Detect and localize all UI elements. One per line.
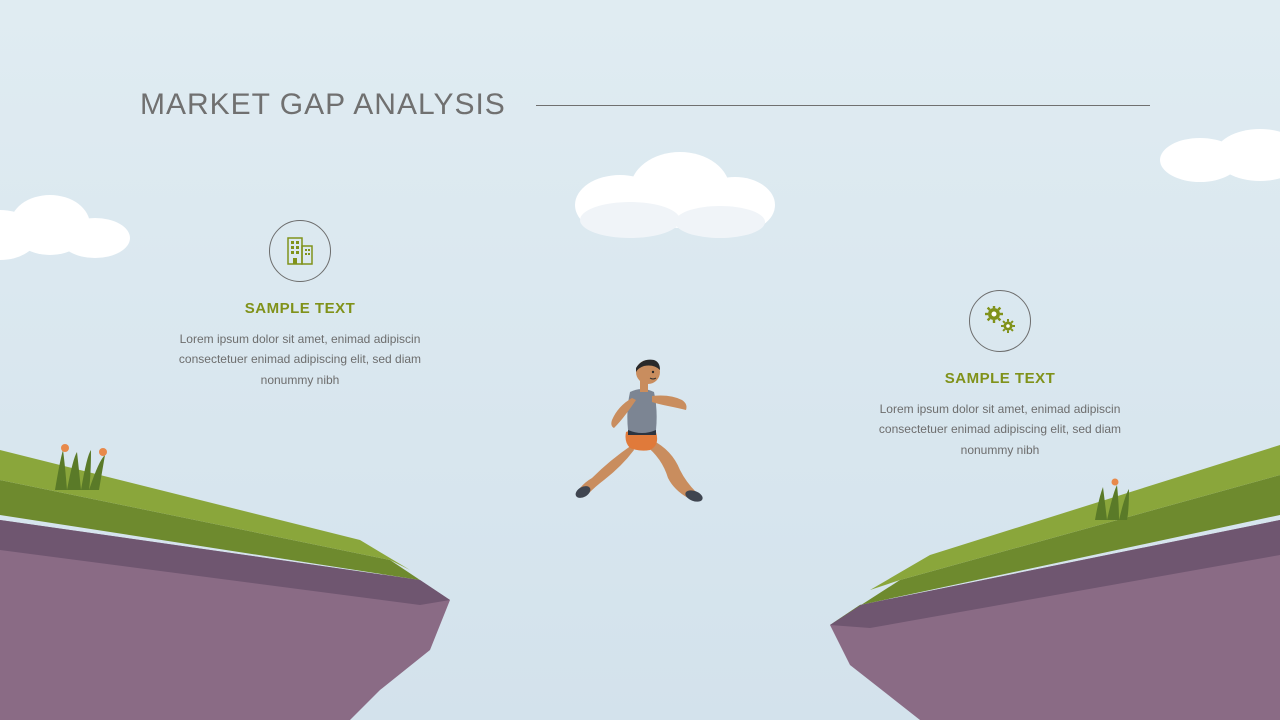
cloud-right (1150, 125, 1280, 185)
building-icon (269, 220, 331, 282)
cloud-left (0, 190, 140, 260)
info-block-left: SAMPLE TEXT Lorem ipsum dolor sit amet, … (170, 220, 430, 390)
title-divider (536, 105, 1150, 106)
title-row: MARKET GAP ANALYSIS (140, 88, 1150, 122)
runner-illustration (570, 350, 720, 520)
cloud-center (570, 150, 780, 240)
block-left-title: SAMPLE TEXT (170, 300, 430, 317)
gears-icon (969, 290, 1031, 352)
block-right-title: SAMPLE TEXT (870, 370, 1130, 387)
page-title: MARKET GAP ANALYSIS (140, 88, 506, 122)
block-left-body: Lorem ipsum dolor sit amet, enimad adipi… (170, 329, 430, 390)
